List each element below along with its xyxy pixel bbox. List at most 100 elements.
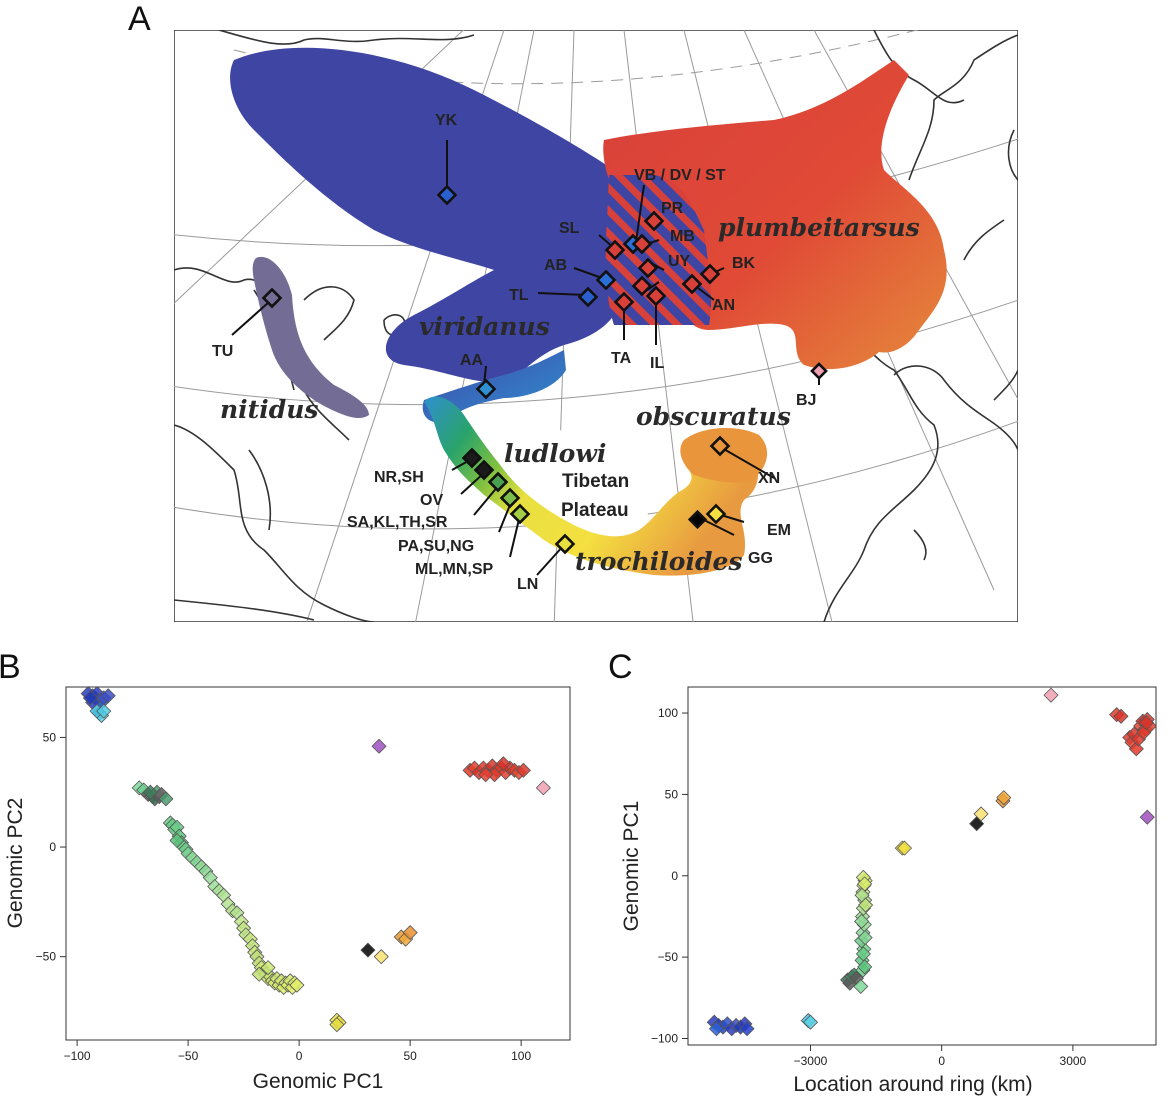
site-marker-sl [604,239,626,261]
plot-b-point [96,703,112,719]
plot-c-x-tick-label: 3000 [1060,1054,1087,1068]
plot-c-y-tick-label: 100 [658,706,678,720]
range-contact-zone [605,175,712,325]
site-label-il: IL [650,355,664,372]
site-label-ov: OV [420,492,443,509]
plot-c-y-ticks: −100 −50 0 50 100 [651,706,688,1045]
site-marker-bj [810,362,828,380]
plot-b-point [495,756,511,772]
range-map: YK VB / DV / ST PR SL MB AB UY BK TL AN … [174,30,1018,622]
plot-b-x-axis-title: Genomic PC1 [253,1070,384,1093]
plot-c-point [857,959,873,975]
plot-c-point [858,897,874,913]
site-label-aa: AA [460,352,484,369]
site-label-gg: GG [748,550,773,567]
plot-c-frame [687,686,1157,1046]
plot-c-points [706,687,1158,1037]
site-marker-uy2 [631,275,653,297]
taxon-label-plumbeitarsus: plumbeitarsus [718,213,920,242]
coastlines [174,30,1018,622]
site-label-ta: TA [611,350,632,367]
plot-b-y-tick-label: 50 [43,730,57,744]
plot-c-x-axis-title: Location around ring (km) [793,1073,1032,1096]
plot-b-point [142,784,158,800]
range-aa-connector [422,350,566,423]
site-label-nrsh: NR,SH [374,469,424,486]
plot-c-point [973,806,989,822]
range-obscuratus [680,428,768,483]
taxon-label-nitidus: nitidus [220,395,318,424]
site-label-ml: ML,MN,SP [415,561,494,578]
site-label-bj: BJ [796,392,816,409]
site-marker-ln [554,533,576,555]
plot-c-point [1043,687,1059,703]
site-marker-ab [595,269,617,291]
site-marker-sa [487,471,509,493]
site-label-yk: YK [435,112,458,129]
site-label-sl: SL [559,220,580,237]
taxon-label-obscuratus: obscuratus [636,402,791,431]
site-marker-em [705,503,727,525]
tibetan-plateau [492,428,653,532]
plot-b-points [80,686,551,1033]
site-marker-uy [637,257,659,279]
plot-b-x-tick-label: −50 [178,1049,199,1063]
plot-c-y-axis-title: Genomic PC1 [620,801,643,932]
site-marker-il [645,285,667,307]
range-nitidus [252,256,369,419]
plot-b-y-tick-label: −50 [36,950,57,964]
plot-b-x-tick-label: −100 [64,1049,91,1063]
plot-b-x-tick-label: 100 [511,1049,531,1063]
plot-c-point [1139,809,1155,825]
site-marker-ml [509,503,531,525]
site-label-sa: SA,KL,TH,SR [347,514,448,531]
panel-letter-c: C [608,648,633,686]
plot-b-x-ticks: −100 −50 0 50 100 [64,1040,531,1063]
plot-b-point [158,791,174,807]
plot-b-point [478,767,494,783]
plot-c-y-tick-label: 50 [665,787,679,801]
plot-b-point [100,688,116,704]
site-label-uy: UY [668,253,691,270]
site-marker-pr [643,210,665,232]
site-label-mb: MB [670,228,695,245]
taxon-label-trochiloides: trochiloides [575,547,742,576]
plot-b-point [251,966,267,982]
site-marker-nrsh [461,447,483,469]
plot-b-y-ticks: −50 0 50 [36,730,66,964]
plot-b-point [82,690,98,706]
site-marker-pa [499,487,521,509]
site-label-em: EM [767,522,791,539]
plot-b-point [402,924,418,941]
plot-c-point [896,840,913,856]
plot-c-x-tick-label: −3000 [794,1054,828,1068]
plot-b-y-tick-label: 0 [49,840,56,854]
site-label-an: AN [712,297,735,314]
site-label-xn: XN [758,470,780,487]
panel-letter-a: A [128,0,151,38]
plot-c-point [802,1014,819,1030]
site-marker-xn [709,435,731,457]
plateau-label-line1: Tibetan [562,471,629,492]
range-viridanus [230,47,614,383]
site-marker-mb [631,233,653,255]
plot-c-point [1113,708,1129,724]
site-label-ab: AB [544,257,567,274]
plot-b-point [371,738,387,754]
site-marker-ta [613,291,635,313]
plot-b-frame [65,686,571,1041]
site-label-pr: PR [661,200,684,217]
plot-c-point [996,790,1012,806]
plot-c-point [1138,715,1154,731]
plot-c-point [739,1021,755,1037]
site-marker-gg [687,509,708,530]
range-ring-south [424,396,759,576]
site-marker-tl [577,286,599,308]
plot-c-y-tick-label: 0 [671,869,678,883]
plot-b-x-tick-label: 0 [296,1049,303,1063]
plot-c-point [1128,741,1144,757]
site-marker-aa [475,378,497,400]
site-marker-bk [699,263,721,285]
taxon-label-ludlowi: ludlowi [504,439,606,468]
site-label-tl: TL [509,287,529,304]
